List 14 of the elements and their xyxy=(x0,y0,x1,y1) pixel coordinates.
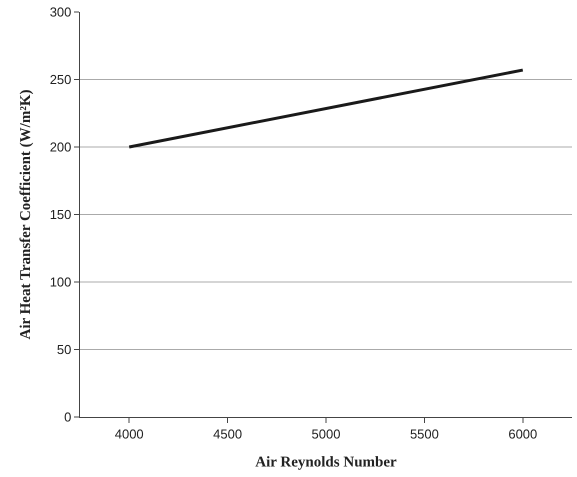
y-tick-label: 50 xyxy=(56,342,72,358)
y-tick-label: 0 xyxy=(64,410,72,425)
y-tick-label: 200 xyxy=(50,140,72,155)
y-tick-label: 250 xyxy=(50,72,72,88)
x-tick-label: 6000 xyxy=(508,426,538,442)
y-tick-label: 100 xyxy=(50,274,72,290)
x-tick-label: 5000 xyxy=(312,426,340,442)
x-tick-label: 4000 xyxy=(114,426,144,442)
y-tick-label: 150 xyxy=(50,207,72,222)
x-tick-label: 5500 xyxy=(410,426,439,442)
y-tick-label: 300 xyxy=(50,4,72,20)
x-tick-label: 4500 xyxy=(213,426,242,442)
x-axis-title: Air Reynolds Number xyxy=(255,454,398,471)
y-axis-title: Air Heat Transfer Coefficient (W/m²K) xyxy=(18,90,34,340)
